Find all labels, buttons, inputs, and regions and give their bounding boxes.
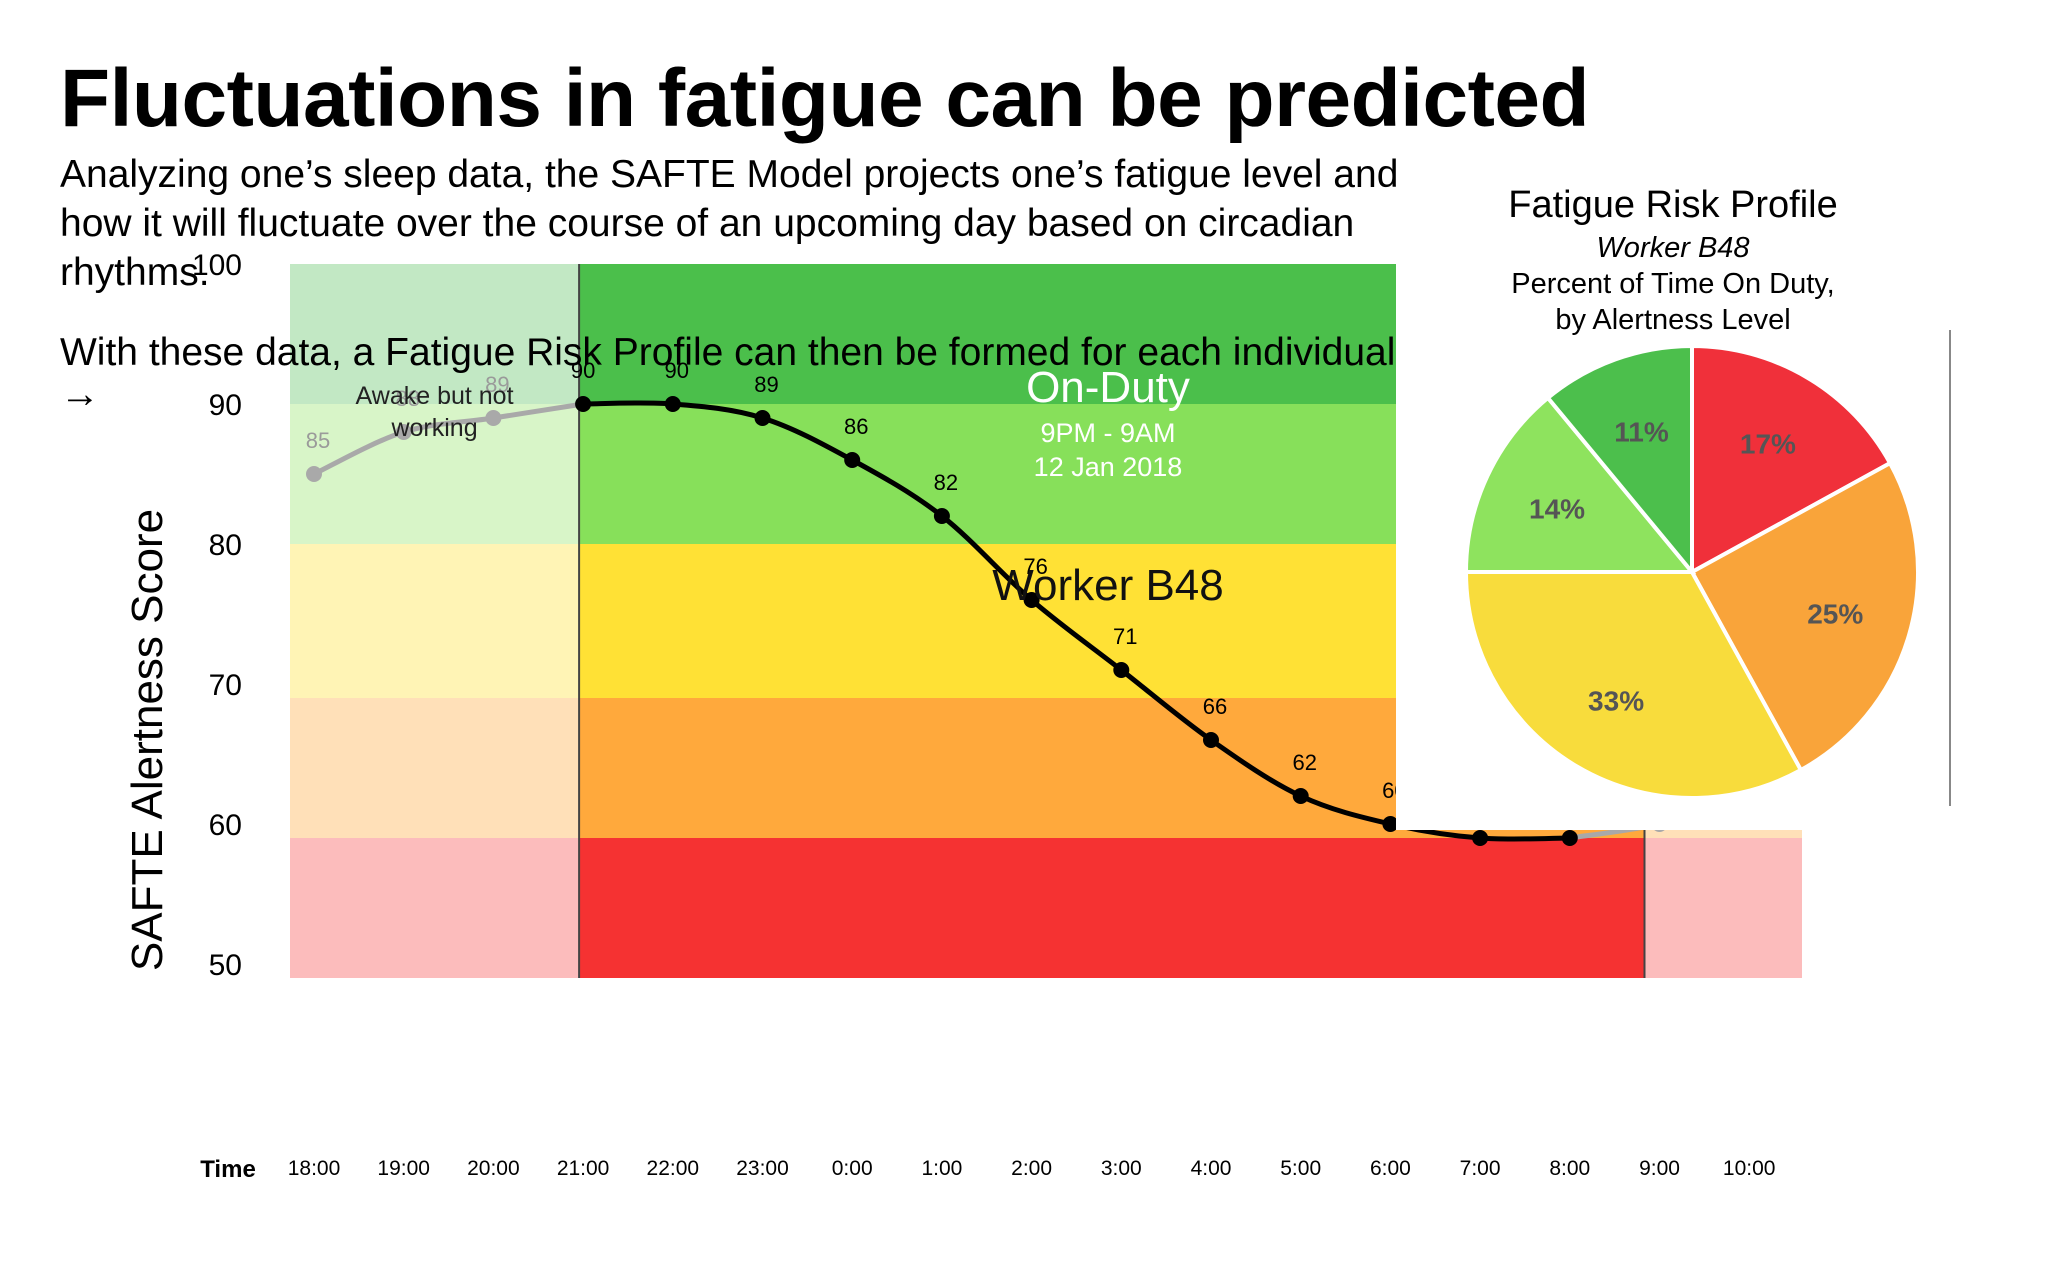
awake-label-line2: working xyxy=(390,414,477,442)
data-point xyxy=(1023,592,1040,608)
x-tick-label: 1:00 xyxy=(921,1157,962,1180)
x-tick-label: 22:00 xyxy=(647,1157,700,1180)
band-pre-4 xyxy=(290,838,580,978)
data-point xyxy=(664,396,681,412)
pie-divider xyxy=(1949,330,1951,806)
fatigue-risk-profile-panel: 17% 25% 33% 14% 11% Fatigue Risk Profile Wor… xyxy=(1396,180,1950,830)
pie-caption-line2: by Alertness Level xyxy=(1555,304,1791,336)
right-arrow-icon: → xyxy=(60,372,100,416)
x-tick-label: 3:00 xyxy=(1101,1157,1142,1180)
data-label: 85 xyxy=(306,428,330,453)
band-pre-0 xyxy=(290,264,580,404)
x-tick-label: 21:00 xyxy=(557,1157,610,1180)
data-point xyxy=(1113,662,1130,678)
x-tick-label: 19:00 xyxy=(377,1157,430,1180)
data-point xyxy=(395,424,412,440)
band-pre-3 xyxy=(290,698,580,838)
pie-title: Fatigue Risk Profile xyxy=(1508,184,1838,226)
x-tick-label: 9:00 xyxy=(1639,1157,1680,1180)
data-point xyxy=(306,466,322,482)
pie-slice-label: 25% xyxy=(1807,599,1863,630)
pie-slice-label: 33% xyxy=(1588,685,1644,716)
pie-slice-label: 17% xyxy=(1740,429,1796,460)
shift-label: 9PM - 9AM xyxy=(1040,418,1175,448)
x-tick-label: 23:00 xyxy=(736,1157,789,1180)
x-tick-label: 5:00 xyxy=(1280,1157,1321,1180)
profile-paragraph: With these data, a Fatigue Risk Profile … xyxy=(60,331,1396,374)
y-tick-label: 100 xyxy=(192,249,242,282)
pie-subtitle: Worker B48 xyxy=(1596,232,1750,264)
x-tick-label: 18:00 xyxy=(288,1157,341,1180)
pie-slice xyxy=(1690,343,1893,576)
x-axis-label: Time xyxy=(200,1156,256,1183)
x-tick-label: 2:00 xyxy=(1011,1157,1052,1180)
page-title: Fluctuations in fatigue can be predicted xyxy=(60,53,1590,144)
y-tick-label: 50 xyxy=(209,949,242,982)
pie-slice-label: 14% xyxy=(1529,493,1585,524)
band-post-4 xyxy=(1644,838,1802,978)
y-tick-label: 80 xyxy=(209,529,242,562)
pie-slice xyxy=(1545,343,1694,578)
x-tick-label: 4:00 xyxy=(1191,1157,1232,1180)
data-label: 89 xyxy=(754,372,778,397)
pie-caption-line1: Percent of Time On Duty, xyxy=(1511,268,1835,300)
x-tick-label: 20:00 xyxy=(467,1157,520,1180)
worker-label: Worker B48 xyxy=(992,561,1224,610)
data-label: 71 xyxy=(1113,624,1137,649)
band-onduty-4 xyxy=(579,838,1645,978)
data-point xyxy=(485,410,502,426)
intro-paragraph: Analyzing one’s sleep data, the SAFTE Mo… xyxy=(60,153,1399,294)
data-label: 89 xyxy=(485,372,509,397)
data-label: 62 xyxy=(1292,750,1316,775)
y-tick-label: 90 xyxy=(209,389,242,422)
y-axis-label: SAFTE Alertness Score xyxy=(123,509,172,971)
data-label: 76 xyxy=(1023,554,1047,579)
date-label: 12 Jan 2018 xyxy=(1034,452,1183,482)
data-point xyxy=(1292,788,1309,804)
y-tick-label: 70 xyxy=(209,669,242,702)
awake-label-line1: Awake but not xyxy=(356,382,514,410)
x-tick-label: 6:00 xyxy=(1370,1157,1411,1180)
y-tick-label: 60 xyxy=(209,809,242,842)
pie-slice xyxy=(1689,460,1920,773)
band-pre-2 xyxy=(290,544,580,698)
on-duty-label: On-Duty xyxy=(1026,363,1190,412)
data-point xyxy=(1203,732,1219,748)
data-label: 66 xyxy=(1203,694,1227,719)
pie-slice xyxy=(1463,395,1697,574)
data-label: 90 xyxy=(665,358,689,383)
pie-slice-label: 11% xyxy=(1614,417,1669,448)
data-point xyxy=(1382,816,1399,832)
series-line-pre xyxy=(312,401,584,477)
data-point xyxy=(1561,830,1578,846)
data-point xyxy=(1472,830,1489,846)
data-label: 82 xyxy=(934,470,958,495)
data-point xyxy=(933,508,950,524)
pie-slice xyxy=(1463,570,1804,800)
data-label: 88 xyxy=(395,386,419,411)
data-point xyxy=(575,396,592,412)
x-tick-label: 10:00 xyxy=(1723,1157,1776,1180)
data-point xyxy=(754,410,771,426)
data-label: 90 xyxy=(571,358,595,383)
x-tick-label: 0:00 xyxy=(832,1157,873,1180)
x-tick-label: 7:00 xyxy=(1460,1157,1501,1180)
data-point xyxy=(844,452,861,468)
fatigue-pie-chart: 17% 25% 33% 14% 11% xyxy=(1463,343,1920,800)
x-tick-label: 8:00 xyxy=(1549,1157,1590,1180)
data-label: 86 xyxy=(844,414,868,439)
